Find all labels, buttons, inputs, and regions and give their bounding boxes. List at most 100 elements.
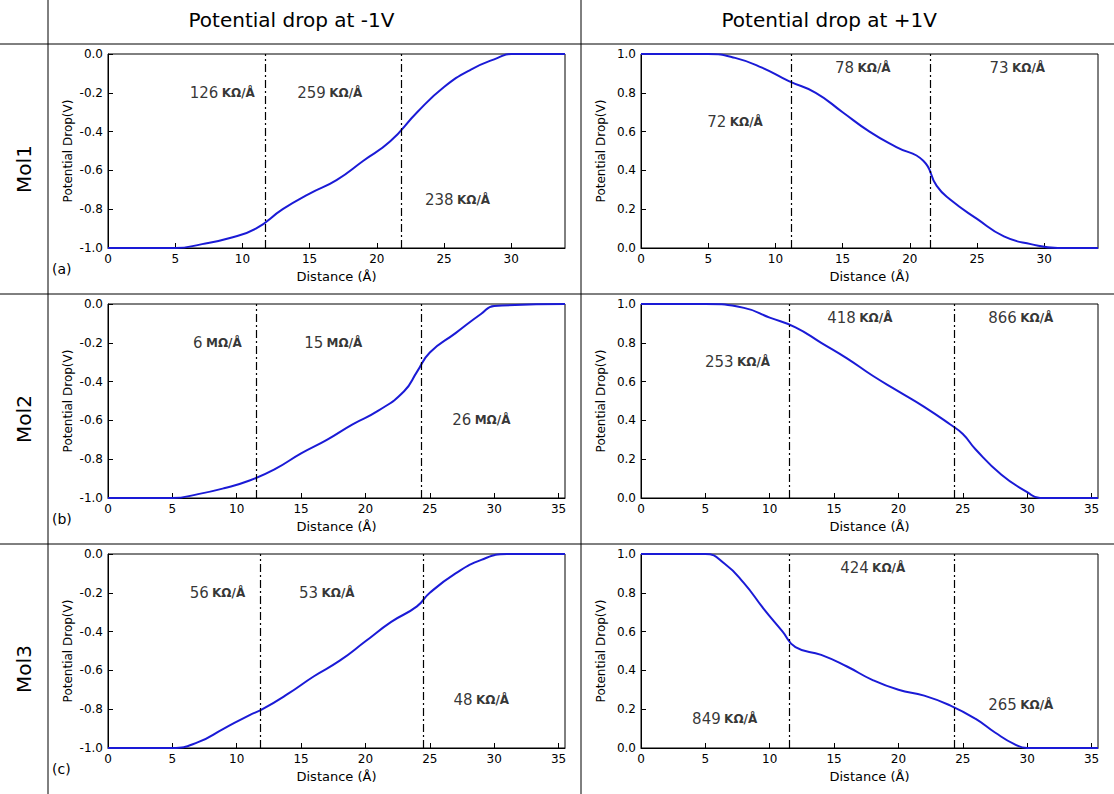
svg-text:35: 35 [1084, 502, 1099, 516]
svg-text:35: 35 [1084, 752, 1099, 766]
svg-text:(c): (c) [52, 761, 71, 777]
svg-text:25: 25 [955, 502, 970, 516]
svg-text:424: 424 [840, 559, 869, 577]
svg-text:0: 0 [104, 752, 112, 766]
svg-text:20: 20 [891, 752, 906, 766]
svg-text:418: 418 [827, 309, 856, 327]
svg-text:0.0: 0.0 [84, 547, 103, 561]
svg-text:0: 0 [637, 252, 645, 266]
svg-text:849: 849 [692, 710, 721, 728]
svg-text:25: 25 [436, 252, 451, 266]
svg-text:(a): (a) [52, 261, 72, 277]
svg-text:6: 6 [193, 334, 203, 352]
svg-text:0.0: 0.0 [84, 47, 103, 61]
svg-text:15: 15 [302, 252, 317, 266]
svg-text:-0.8: -0.8 [80, 202, 103, 216]
svg-text:Potential Drop(V): Potential Drop(V) [61, 350, 75, 453]
svg-text:0: 0 [637, 502, 645, 516]
svg-text:KΩ/Å: KΩ/Å [730, 114, 764, 129]
svg-text:5: 5 [704, 252, 712, 266]
svg-text:30: 30 [1020, 752, 1035, 766]
svg-text:0.0: 0.0 [84, 297, 103, 311]
svg-text:0.2: 0.2 [617, 702, 636, 716]
svg-text:KΩ/Å: KΩ/Å [872, 560, 906, 575]
svg-text:10: 10 [235, 252, 250, 266]
svg-text:5: 5 [702, 502, 710, 516]
svg-text:KΩ/Å: KΩ/Å [857, 60, 891, 75]
svg-text:KΩ/Å: KΩ/Å [212, 585, 246, 600]
svg-text:5: 5 [702, 752, 710, 766]
svg-text:0: 0 [637, 752, 645, 766]
svg-text:KΩ/Å: KΩ/Å [1020, 310, 1054, 325]
svg-text:265: 265 [988, 696, 1017, 714]
svg-text:20: 20 [369, 252, 384, 266]
svg-text:KΩ/Å: KΩ/Å [1020, 697, 1054, 712]
svg-text:-1.0: -1.0 [80, 491, 103, 505]
svg-text:0.2: 0.2 [617, 202, 636, 216]
svg-text:Potential Drop(V): Potential Drop(V) [594, 600, 608, 703]
svg-text:Potential drop at +1V: Potential drop at +1V [722, 8, 938, 32]
svg-text:-0.8: -0.8 [80, 702, 103, 716]
svg-text:866: 866 [988, 309, 1017, 327]
svg-text:53: 53 [299, 584, 318, 602]
svg-text:0.4: 0.4 [617, 413, 636, 427]
svg-text:15: 15 [826, 502, 841, 516]
svg-text:0.4: 0.4 [617, 663, 636, 677]
svg-text:0: 0 [104, 502, 112, 516]
svg-text:0.6: 0.6 [617, 125, 636, 139]
svg-text:10: 10 [768, 252, 783, 266]
svg-text:1.0: 1.0 [617, 47, 636, 61]
svg-text:-0.2: -0.2 [80, 86, 103, 100]
svg-text:72: 72 [707, 113, 726, 131]
svg-text:78: 78 [835, 59, 854, 77]
svg-text:(b): (b) [52, 511, 72, 527]
svg-text:15: 15 [826, 752, 841, 766]
svg-text:KΩ/Å: KΩ/Å [1012, 60, 1046, 75]
svg-text:KΩ/Å: KΩ/Å [737, 354, 771, 369]
svg-text:-0.6: -0.6 [80, 163, 103, 177]
svg-text:0.6: 0.6 [617, 625, 636, 639]
svg-text:0.4: 0.4 [617, 163, 636, 177]
svg-text:30: 30 [487, 752, 502, 766]
svg-text:Mol2: Mol2 [12, 395, 36, 443]
svg-text:30: 30 [1037, 252, 1052, 266]
svg-text:Potential Drop(V): Potential Drop(V) [61, 600, 75, 703]
svg-text:MΩ/Å: MΩ/Å [475, 412, 512, 427]
svg-text:Potential drop at -1V: Potential drop at -1V [189, 8, 395, 32]
svg-text:20: 20 [358, 502, 373, 516]
svg-text:Potential Drop(V): Potential Drop(V) [594, 100, 608, 203]
svg-text:KΩ/Å: KΩ/Å [724, 711, 758, 726]
svg-text:5: 5 [169, 502, 177, 516]
svg-text:15: 15 [835, 252, 850, 266]
svg-text:0.0: 0.0 [617, 491, 636, 505]
svg-text:15: 15 [304, 334, 323, 352]
svg-text:35: 35 [551, 752, 566, 766]
svg-text:20: 20 [902, 252, 917, 266]
svg-text:0: 0 [104, 252, 112, 266]
svg-text:35: 35 [551, 502, 566, 516]
svg-text:-0.8: -0.8 [80, 452, 103, 466]
svg-text:-0.6: -0.6 [80, 663, 103, 677]
svg-text:-0.4: -0.4 [80, 625, 103, 639]
svg-text:10: 10 [229, 752, 244, 766]
svg-text:-0.6: -0.6 [80, 413, 103, 427]
svg-text:KΩ/Å: KΩ/Å [457, 192, 491, 207]
svg-text:126: 126 [190, 84, 219, 102]
svg-text:30: 30 [1020, 502, 1035, 516]
svg-text:10: 10 [762, 752, 777, 766]
svg-text:15: 15 [293, 752, 308, 766]
svg-text:0.6: 0.6 [617, 375, 636, 389]
svg-text:0.0: 0.0 [617, 741, 636, 755]
svg-text:KΩ/Å: KΩ/Å [321, 585, 355, 600]
svg-text:MΩ/Å: MΩ/Å [327, 335, 364, 350]
svg-text:1.0: 1.0 [617, 547, 636, 561]
svg-text:-0.4: -0.4 [80, 125, 103, 139]
svg-text:Distance (Å): Distance (Å) [829, 769, 909, 784]
svg-text:0.8: 0.8 [617, 586, 636, 600]
svg-text:0.8: 0.8 [617, 86, 636, 100]
svg-text:48: 48 [454, 691, 473, 709]
svg-text:-0.4: -0.4 [80, 375, 103, 389]
svg-text:30: 30 [487, 502, 502, 516]
svg-text:5: 5 [169, 752, 177, 766]
svg-text:Mol1: Mol1 [12, 145, 36, 193]
